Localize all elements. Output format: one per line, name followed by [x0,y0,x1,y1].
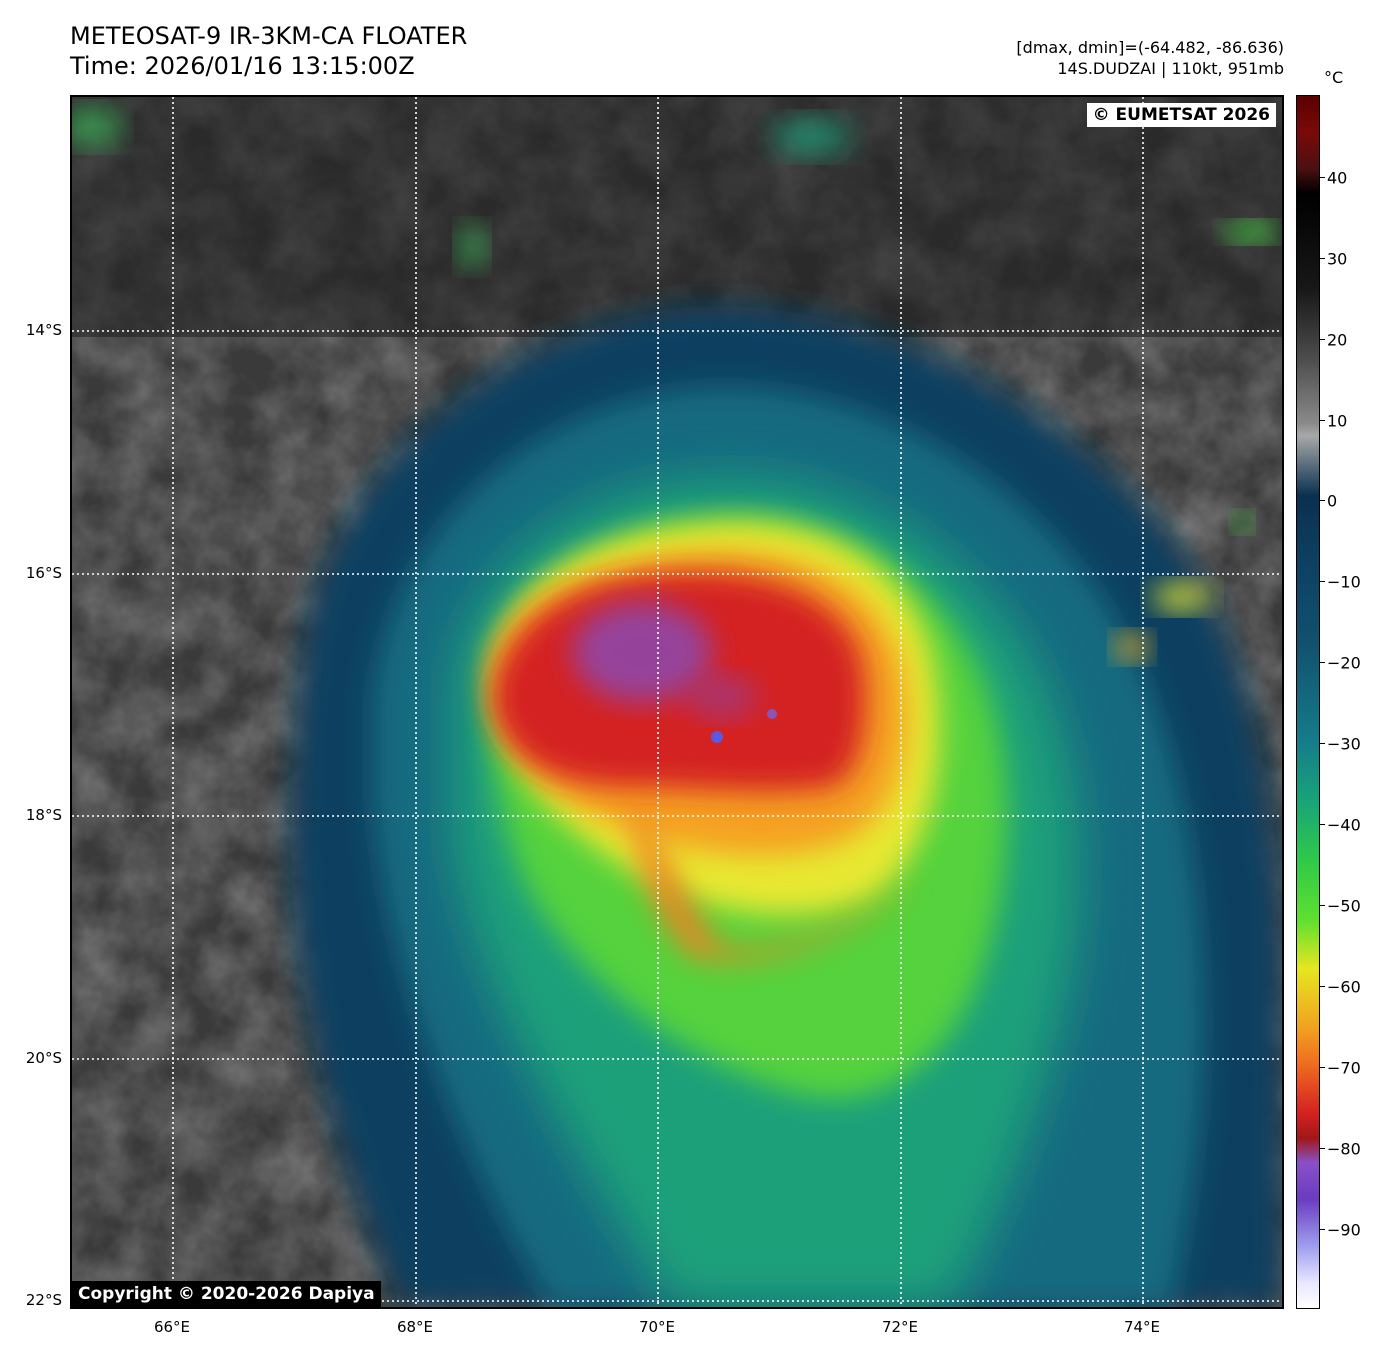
lon-label: 74°E [1123,1318,1161,1336]
colorbar-tick: −40 [1327,815,1361,835]
lon-label: 68°E [396,1318,434,1336]
lat-label: 20°S [25,1049,62,1067]
map-timestamp: Time: 2026/01/16 13:15:00Z [70,52,415,80]
colorbar-tick-mark [1320,258,1325,259]
colorbar-tick: −50 [1327,896,1361,916]
lon-label: 70°E [638,1318,676,1336]
colorbar-tick: 30 [1327,249,1348,269]
colorbar-tick-mark [1320,581,1325,582]
lat-label: 16°S [25,564,62,582]
colorbar-tick-mark [1320,1229,1325,1230]
storm-info-readout: 14S.DUDZAI | 110kt, 951mb [1057,59,1284,78]
colorbar-tick-mark [1320,824,1325,825]
colorbar-tick-mark [1320,1067,1325,1068]
colorbar-tick: −10 [1327,572,1361,592]
lat-label: 22°S [25,1291,62,1309]
colorbar-tick: −70 [1327,1058,1361,1078]
temperature-range-readout: [dmax, dmin]=(-64.482, -86.636) [1016,38,1284,57]
colorbar-tick-mark [1320,986,1325,987]
colorbar-tick: −60 [1327,977,1361,997]
map-title: METEOSAT-9 IR-3KM-CA FLOATER [70,22,468,50]
temperature-colorbar [1296,95,1320,1309]
colorbar-tick: 0 [1327,491,1338,511]
colorbar-tick: −80 [1327,1139,1361,1159]
satellite-ir-image: © EUMETSAT 2026 Copyright © 2020-2026 Da… [70,95,1284,1309]
lat-label: 14°S [25,321,62,339]
lon-label: 66°E [153,1318,191,1336]
colorbar-tick: −30 [1327,734,1361,754]
colorbar-tick-mark [1320,177,1325,178]
colorbar-tick: 20 [1327,330,1348,350]
ir-imagery [72,97,1282,1307]
lat-label: 18°S [25,806,62,824]
colorbar-tick: 40 [1327,168,1348,188]
graticule [72,97,1282,1307]
colorbar-tick-mark [1320,1148,1325,1149]
colorbar-tick-mark [1320,420,1325,421]
copyright-watermark: Copyright © 2020-2026 Dapiya [72,1281,381,1307]
colorbar-unit: °C [1324,68,1344,87]
colorbar-tick-mark [1320,743,1325,744]
lon-label: 72°E [881,1318,919,1336]
colorbar-tick: 10 [1327,411,1348,431]
colorbar-tick-mark [1320,500,1325,501]
colorbar-tick: −20 [1327,653,1361,673]
eumetsat-watermark: © EUMETSAT 2026 [1086,103,1276,127]
colorbar-tick-mark [1320,905,1325,906]
colorbar-tick: −90 [1327,1220,1361,1240]
colorbar-tick-mark [1320,339,1325,340]
colorbar-tick-mark [1320,662,1325,663]
